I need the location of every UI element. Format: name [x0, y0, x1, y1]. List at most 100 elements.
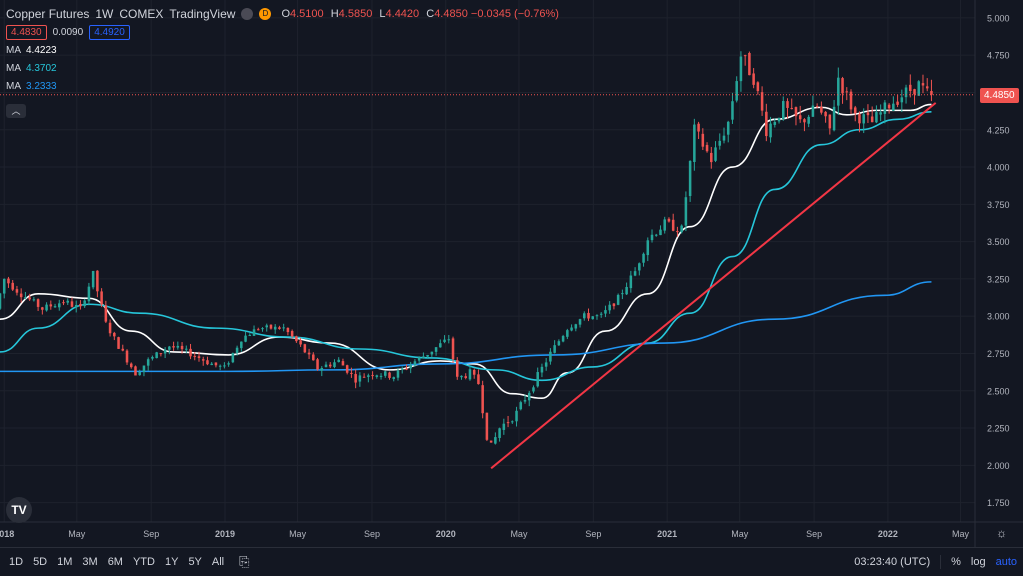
trendline[interactable] [0, 94, 975, 470]
price-tick-label: 3.500 [987, 237, 1010, 247]
timeframe-all[interactable]: All [211, 556, 225, 568]
candle-body [417, 357, 421, 361]
candle-body [701, 133, 705, 147]
candle-body [803, 119, 806, 123]
candle-body [845, 91, 849, 93]
candle-body [481, 385, 484, 414]
candle-body [536, 372, 539, 387]
candle-body [426, 354, 429, 357]
candle-body [96, 270, 99, 292]
auto-toggle[interactable]: auto [995, 556, 1017, 568]
candle-body [282, 327, 285, 329]
candle-body [333, 362, 336, 368]
ma-legend-1[interactable]: MA 4.4223 [6, 41, 559, 59]
candle-body [53, 306, 57, 308]
timeframe-6m[interactable]: 6M [107, 556, 123, 568]
buy-button[interactable]: 4.4920 [89, 24, 130, 40]
candle-body [557, 341, 561, 346]
timeframe-5y[interactable]: 5Y [188, 556, 202, 568]
candle-body [849, 91, 853, 110]
candle-body [485, 412, 489, 440]
ma-legend-2[interactable]: MA 4.3702 [6, 59, 559, 77]
timeframe-1y[interactable]: 1Y [164, 556, 179, 568]
candle-body [163, 349, 167, 354]
timeframe-1m[interactable]: 1M [57, 556, 73, 568]
candle-body [777, 117, 781, 122]
candle-body [379, 375, 383, 377]
candle-body [7, 278, 10, 284]
open-value: 4.5100 [290, 8, 324, 20]
candle-body [185, 348, 188, 350]
percent-toggle[interactable]: % [951, 556, 961, 568]
candle-body [769, 123, 772, 138]
price-axis[interactable]: 1.750 2.000 2.250 2.500 2.750 3.000 3.250 3.500… [974, 0, 1010, 547]
collapse-legend-icon[interactable]: ︿ [6, 104, 26, 118]
timeframe-3m[interactable]: 3M [82, 556, 98, 568]
candle-body [540, 366, 544, 373]
change-value: −0.0345 (−0.76%) [470, 8, 559, 20]
candle-body [900, 97, 904, 103]
time-tick-label: 2019 [215, 529, 235, 539]
candle-body [684, 197, 688, 226]
candle-body [477, 374, 480, 385]
price-tick-label: 4.750 [987, 51, 1010, 61]
candle-body [375, 375, 379, 377]
settings-gear-icon[interactable]: ☼ [996, 526, 1007, 540]
candle-body [760, 92, 764, 111]
symbol-name[interactable]: Copper Futures [6, 7, 90, 21]
candle-body [621, 293, 624, 295]
candle-body [307, 352, 311, 355]
candle-body [312, 354, 315, 361]
candle-body [595, 315, 599, 317]
candle-body [506, 422, 510, 424]
candle-body [815, 105, 819, 107]
clock[interactable]: 03:23:40 (UTC) [854, 556, 931, 568]
candle-body [79, 303, 82, 307]
candle-body [290, 331, 294, 337]
candle-body [697, 123, 700, 132]
candle-body [722, 135, 726, 141]
timeframe-1d[interactable]: 1D [9, 556, 24, 568]
sell-button[interactable]: 4.4830 [6, 24, 47, 40]
candle-body [193, 355, 197, 357]
candle-body [468, 369, 472, 380]
candle-body [464, 376, 467, 378]
log-toggle[interactable]: log [970, 556, 986, 568]
moving-average-2 [0, 111, 932, 382]
candle-body [671, 219, 675, 231]
candle-body [388, 372, 391, 378]
timeframe-ytd[interactable]: YTD [132, 556, 155, 568]
interval-label[interactable]: 1W [95, 7, 114, 21]
candle-body [49, 304, 53, 307]
ma-label: MA [6, 80, 21, 92]
ma-label: MA [6, 62, 21, 74]
tradingview-logo-icon[interactable]: TV [6, 497, 32, 523]
candle-body [743, 55, 747, 57]
candle-body [113, 332, 116, 337]
time-axis[interactable]: 2018 May Sep 2019 May Sep 2020 May Sep 2021 May Sep… [0, 521, 1023, 539]
date-range-icon[interactable]: ⎘ [239, 554, 250, 569]
candle-body [299, 340, 302, 345]
candle-body [24, 297, 27, 299]
candle-body [862, 114, 865, 124]
candle-body [235, 347, 239, 354]
candle-body [320, 367, 324, 371]
candle-body [820, 106, 823, 113]
candle-body [591, 316, 595, 320]
candle-body [227, 363, 230, 365]
candle-body [121, 348, 125, 351]
ma-legend-3[interactable]: MA 3.2333 [6, 77, 559, 95]
candle-body [599, 313, 603, 315]
candle-body [278, 327, 281, 330]
moving-average-3 [0, 281, 932, 373]
candle-body [303, 344, 307, 353]
candle-body [917, 81, 921, 96]
time-tick-label: 2020 [436, 529, 456, 539]
candle-body [324, 364, 328, 368]
candle-body [824, 111, 827, 117]
candle-body [62, 302, 65, 304]
candle-body [189, 348, 192, 357]
candle-body [117, 337, 120, 349]
timeframe-5d[interactable]: 5D [33, 556, 48, 568]
price-chart[interactable]: 1.750 2.000 2.250 2.500 2.750 3.000 3.250 3.500… [0, 0, 1023, 547]
